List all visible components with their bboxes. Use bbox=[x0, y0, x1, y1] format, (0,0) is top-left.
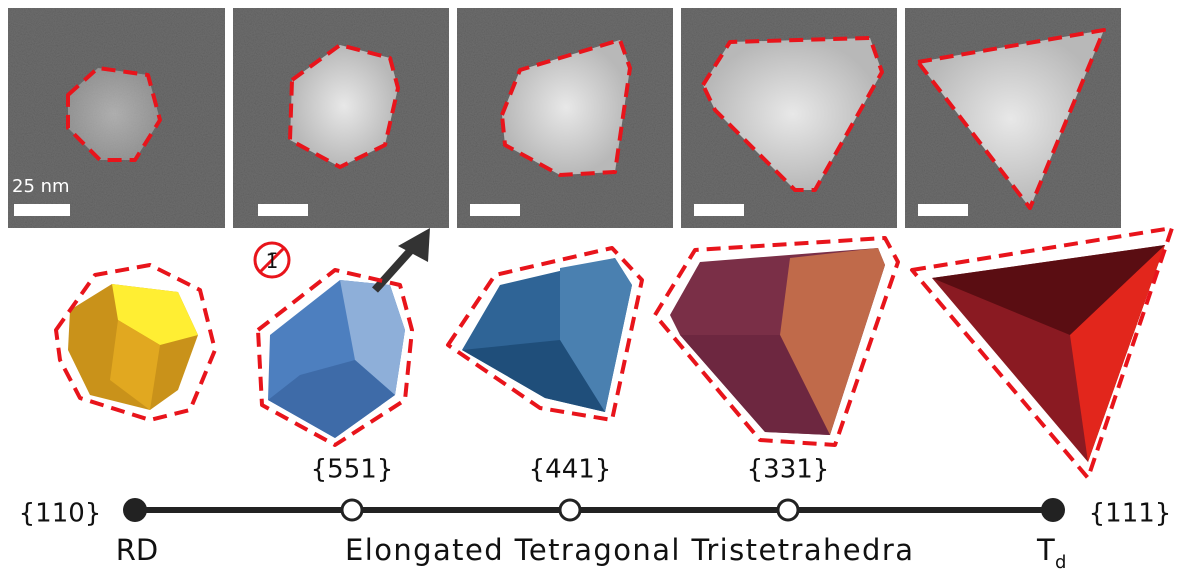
scale-label: 25 nm bbox=[12, 176, 70, 197]
facet-label: {331} bbox=[747, 455, 830, 485]
tem-panels: 25 nm bbox=[8, 8, 1121, 228]
tetragonal-model bbox=[448, 248, 642, 420]
facet-label: {551} bbox=[311, 455, 394, 485]
tetrahedron-model bbox=[912, 228, 1172, 478]
tem-panel bbox=[233, 8, 449, 228]
timeline: {110} {551} {441} {331} {111} RD Elongat… bbox=[19, 455, 1172, 569]
rd-model bbox=[56, 265, 215, 420]
figure: 25 nm bbox=[0, 0, 1180, 569]
elongated-model: 1̄ bbox=[255, 228, 430, 445]
end-label: T bbox=[1036, 533, 1055, 567]
facet-label: {111} bbox=[1089, 499, 1172, 529]
tristetrahedra-model bbox=[655, 238, 898, 445]
models: 1̄ bbox=[56, 228, 1172, 478]
endpoint bbox=[123, 498, 147, 522]
endpoint bbox=[1041, 498, 1065, 522]
facet-label: {441} bbox=[529, 455, 612, 485]
midpoint bbox=[342, 500, 362, 520]
tem-panel: 25 nm bbox=[8, 8, 225, 228]
midpoint bbox=[778, 500, 798, 520]
tem-panel bbox=[457, 8, 673, 228]
end-subscript: d bbox=[1055, 552, 1066, 569]
start-label: RD bbox=[116, 533, 158, 567]
tem-panel bbox=[681, 8, 897, 228]
midpoint bbox=[560, 500, 580, 520]
facet-label: {110} bbox=[19, 499, 102, 529]
tem-panel bbox=[905, 8, 1121, 228]
symmetry-label: 1̄ bbox=[266, 249, 279, 273]
middle-label: Elongated Tetragonal Tristetrahedra bbox=[345, 533, 913, 567]
